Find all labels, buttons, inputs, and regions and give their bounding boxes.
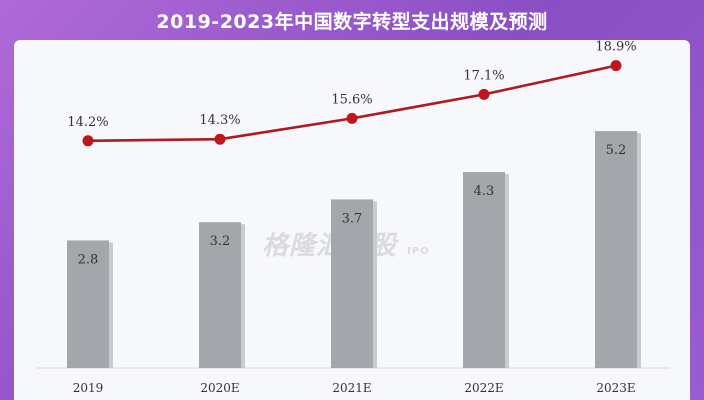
chart-title: 2019-2023年中国数字转型支出规模及预测 — [156, 10, 548, 33]
line-point-2020E — [214, 133, 226, 145]
bar-label-2021E: 3.7 — [342, 211, 363, 226]
x-tick-2020E: 2020E — [200, 381, 239, 395]
line-point-2019 — [82, 135, 94, 147]
line-point-2021E — [346, 112, 358, 124]
line-label-2023E: 18.9% — [595, 40, 636, 55]
bar-label-2022E: 4.3 — [474, 184, 495, 199]
bar-label-2020E: 3.2 — [210, 234, 231, 249]
bar-2022E — [463, 172, 505, 368]
line-label-2021E: 15.6% — [331, 92, 372, 107]
bar-label-2023E: 5.2 — [606, 143, 627, 158]
x-tick-2021E: 2021E — [332, 381, 371, 395]
line-point-2023E — [610, 60, 622, 72]
line-label-2020E: 14.3% — [199, 113, 240, 128]
line-point-2022E — [478, 88, 490, 100]
bar-2021E — [331, 199, 373, 368]
bar-2019 — [67, 240, 109, 368]
x-tick-2022E: 2022E — [464, 381, 503, 395]
bar-2023E — [595, 131, 637, 368]
x-tick-2023E: 2023E — [596, 381, 635, 395]
bar-label-2019: 2.8 — [78, 252, 99, 267]
bar-2020E — [199, 222, 241, 368]
line-label-2019: 14.2% — [67, 115, 108, 130]
x-tick-2019: 2019 — [73, 381, 104, 395]
line-label-2022E: 17.1% — [463, 68, 504, 83]
